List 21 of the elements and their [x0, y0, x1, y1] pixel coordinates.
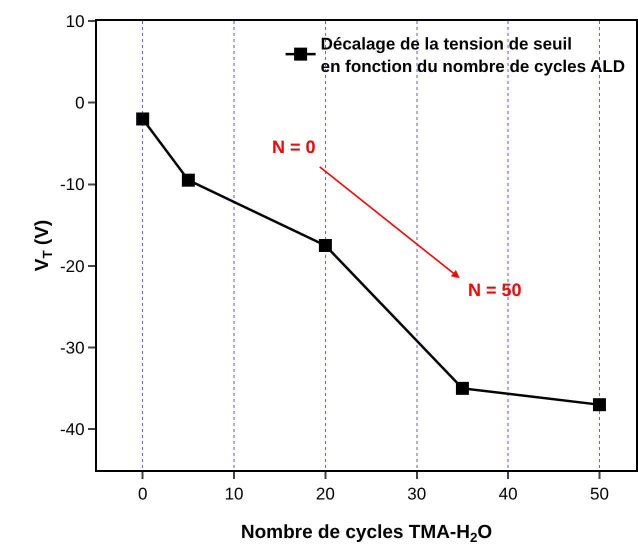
x-tick-label: 10: [224, 484, 244, 504]
y-tick-label: -20: [60, 256, 85, 276]
annotation: N = 0: [272, 137, 316, 157]
annotation: N = 50: [468, 280, 522, 300]
y-tick-label: -10: [60, 175, 85, 194]
x-tick-label: 20: [316, 484, 335, 504]
y-tick-label: 0: [75, 94, 85, 113]
y-tick-label: -40: [60, 420, 85, 440]
x-axis-title: Nombre de cycles TMA-H$_{2}$O: [240, 522, 492, 545]
x-tick-label: 50: [590, 484, 609, 504]
point: [592, 398, 606, 412]
x-tick-label: 30: [407, 484, 426, 504]
x-tick-label: 40: [498, 484, 518, 504]
point: [456, 382, 469, 395]
point: [136, 112, 150, 126]
x-tick-label: 0: [138, 484, 148, 504]
point: [182, 174, 195, 187]
y-tick-label: -30: [60, 338, 85, 358]
legend-label: Décalage de la tension de seuil en fonction du nombre de cycles ALD: [320, 34, 626, 76]
point: [318, 239, 332, 252]
y-tick-label: 10: [66, 12, 85, 31]
